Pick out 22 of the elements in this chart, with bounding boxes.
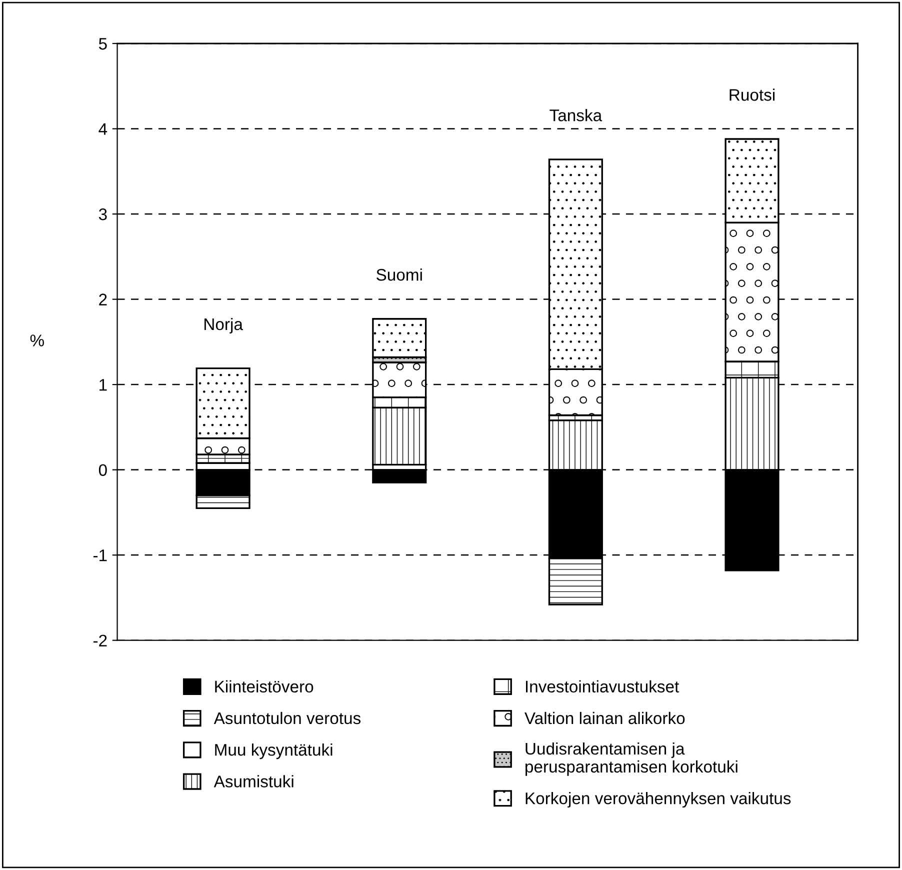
legend-label: Investointiavustukset (526, 680, 680, 693)
legend-label: Asuntotulon verotus (214, 712, 361, 724)
y-tick-label: 4 (98, 123, 108, 135)
legend-label: Uudisrakentamisen ja perusparantamisen korkotuki (526, 742, 738, 776)
x-tick-label: Ruotsi (730, 88, 775, 101)
y-tick-label: 5 (98, 38, 107, 50)
legend-label: Kiinteistövero (215, 680, 314, 693)
y-axis-title: % (30, 334, 44, 346)
legend-label: Asumistuki (214, 775, 294, 788)
bar (372, 468, 427, 484)
legend-label: Muu kysyntätuki (215, 744, 332, 760)
y-tick-label: -1 (93, 550, 107, 562)
x-tick-label: Norja (204, 318, 243, 334)
y-tick-label: -2 (93, 634, 107, 646)
y-tick-label: 0 (98, 464, 107, 476)
y-tick-label: 3 (98, 208, 107, 220)
x-tick-label: Suomi (376, 268, 422, 281)
legend-label: Valtion lainan alikorko (524, 712, 685, 724)
legend-label: Korkojen verovähennyksen vaikutus (526, 792, 791, 808)
y-tick-label: 1 (100, 379, 107, 391)
y-tick-label: 2 (99, 294, 107, 306)
x-tick-label: Tanska (550, 109, 602, 122)
